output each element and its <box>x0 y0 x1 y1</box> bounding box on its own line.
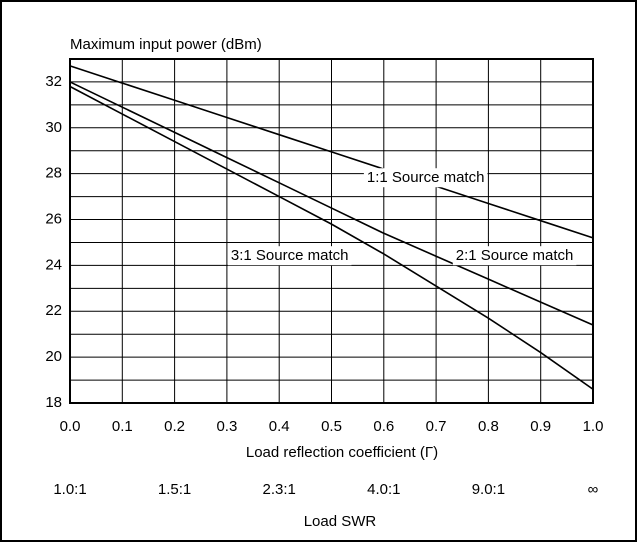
x-tick-label: 0.0 <box>60 418 81 435</box>
y-tick-label: 26 <box>45 211 62 228</box>
series-label: 2:1 Source match <box>456 247 574 264</box>
series-label-bg <box>363 168 488 188</box>
secondary-x-tick-label: 9.0:1 <box>472 481 505 498</box>
x-tick-label: 0.7 <box>426 418 447 435</box>
x-tick-label: 0.6 <box>373 418 394 435</box>
y-tick-label: 18 <box>45 394 62 411</box>
secondary-x-tick-label: ∞ <box>588 481 599 498</box>
y-tick-label: 30 <box>45 119 62 136</box>
x-tick-label: 0.3 <box>216 418 237 435</box>
y-tick-label: 24 <box>45 256 62 273</box>
y-tick-label: 22 <box>45 302 62 319</box>
series-line <box>69 81 594 326</box>
series-line <box>69 85 594 390</box>
x-axis-label: Load reflection coefficient (Γ) <box>246 444 438 461</box>
x-tick-label: 0.1 <box>112 418 133 435</box>
secondary-x-tick-label: 4.0:1 <box>367 481 400 498</box>
x-tick-label: 0.8 <box>478 418 499 435</box>
y-tick-label: 32 <box>45 73 62 90</box>
secondary-x-tick-label: 2.3:1 <box>263 481 296 498</box>
series-line <box>69 65 594 239</box>
plot-border <box>69 58 594 404</box>
x-tick-label: 0.2 <box>164 418 185 435</box>
secondary-x-tick-label: 1.0:1 <box>53 481 86 498</box>
y-tick-label: 20 <box>45 348 62 365</box>
chart-title: Maximum input power (dBm) <box>70 36 262 53</box>
x-tick-label: 0.5 <box>321 418 342 435</box>
y-tick-label: 28 <box>45 165 62 182</box>
series-label: 1:1 Source match <box>367 169 485 186</box>
x-tick-label: 0.9 <box>530 418 551 435</box>
x-tick-label: 1.0 <box>583 418 604 435</box>
series-label: 3:1 Source match <box>231 247 349 264</box>
x-tick-label: 0.4 <box>269 418 290 435</box>
secondary-x-axis-label: Load SWR <box>304 513 377 530</box>
series-label-bg <box>227 246 352 266</box>
series-label-bg <box>452 246 577 266</box>
secondary-x-tick-label: 1.5:1 <box>158 481 191 498</box>
